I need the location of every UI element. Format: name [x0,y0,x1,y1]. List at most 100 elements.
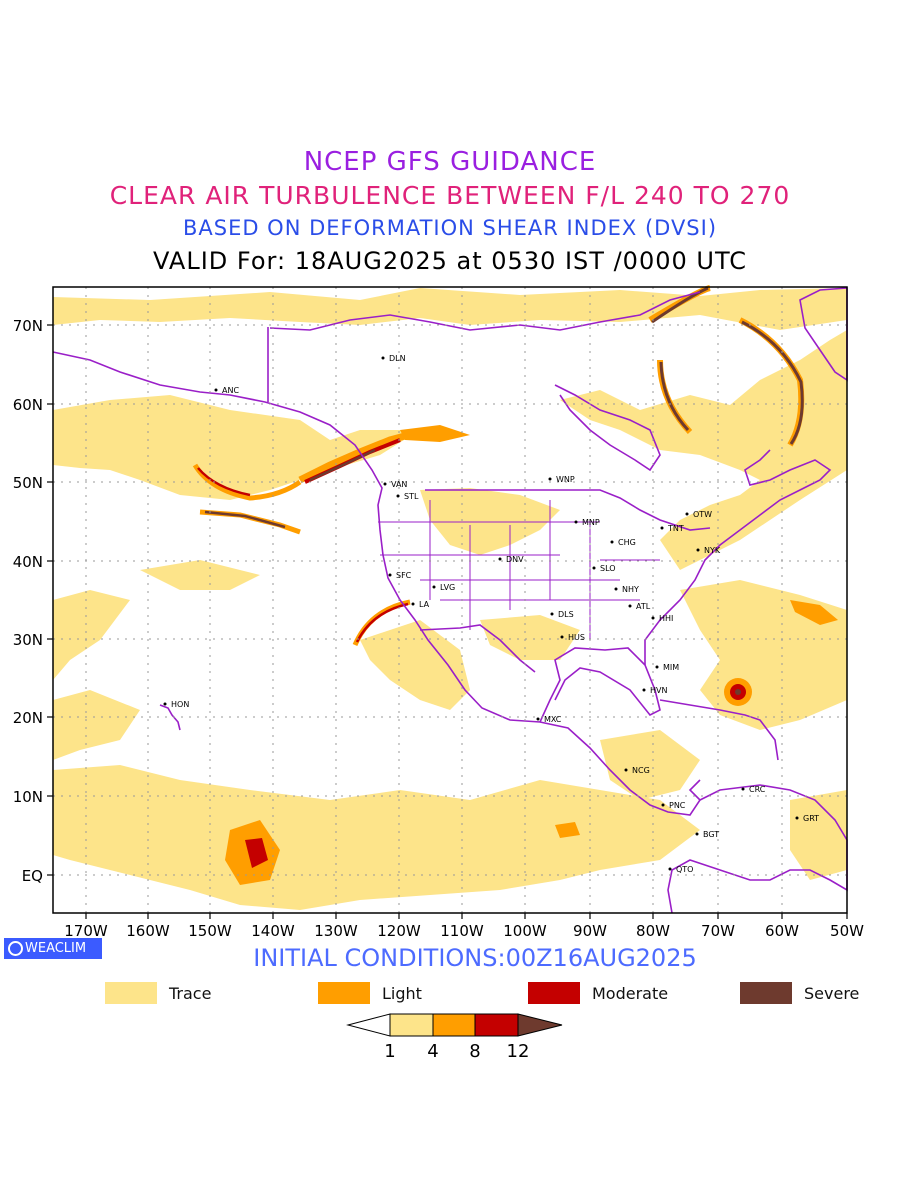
station-label: MIM [663,663,679,672]
station-marker [574,520,578,524]
station-marker [498,557,502,561]
station-marker [381,356,385,360]
station-marker [741,787,745,791]
severe-streak [741,320,804,445]
hurricane-core [735,689,741,695]
station-marker [660,526,664,530]
station-marker [411,602,415,606]
legend-swatch [740,982,792,1004]
valid-time: VALID For: 18AUG2025 at 0530 IST /0000 U… [153,247,747,275]
station-marker [655,665,659,669]
trace-area [53,395,420,500]
trace-area [140,560,260,590]
station-label: MNP [582,518,600,527]
coastline-greenland [799,287,848,382]
light-patch [790,600,838,625]
station-marker [214,388,218,392]
station-marker [624,768,628,772]
station-label: GRT [803,814,819,823]
severe-streak [659,361,690,432]
us-state-lines [378,500,660,640]
station-marker [685,512,689,516]
coastline-south-america [667,784,848,914]
station-label: HVN [650,686,667,695]
light-patch [400,425,470,442]
lon-label: 100W [503,922,547,940]
colorbar-segment [474,1013,519,1037]
lat-label: 50N [13,474,43,492]
coastline-north-america [52,351,702,816]
lon-label: 130W [314,922,358,940]
station-label: CHG [618,538,636,547]
legend-swatch [318,982,370,1004]
station-label: ATL [636,602,651,611]
station-marker [536,717,540,721]
colorbar-segment [389,1013,434,1037]
station-label: BGT [703,830,719,839]
map-subtitle-product: CLEAR AIR TURBULENCE BETWEEN F/L 240 TO … [109,181,791,210]
trace-area [680,580,847,730]
station-label: TNT [667,524,684,533]
legend-swatch [105,982,157,1004]
station-marker [695,832,699,836]
lon-label: 150W [188,922,232,940]
station-marker [696,548,700,552]
coastline-hudson [554,384,661,472]
lat-label: EQ [22,867,43,885]
station-label: HON [171,700,189,709]
station-marker [642,688,646,692]
weaclim-logo: WEACLIM [4,938,102,959]
station-label: DLS [558,610,574,619]
trace-area [53,690,140,760]
lon-label: 120W [377,922,421,940]
legend-label: Moderate [592,984,669,1003]
lon-label: 90W [573,922,607,940]
trace-area [560,330,847,570]
station-label: DLN [389,354,406,363]
coastline-caribbean [659,699,779,761]
station-label: QTO [676,865,693,874]
moderate-streak [197,467,251,497]
turbulence-layer [53,285,847,910]
station-label: NHY [622,585,639,594]
light-streak [192,463,302,501]
station-marker [661,803,665,807]
station-marker [560,635,564,639]
coastlines-and-borders [52,287,848,914]
station-marker [432,585,436,589]
lat-label: 40N [13,553,43,571]
lon-label: 50W [830,922,864,940]
lon-label: 110W [440,922,484,940]
map-title: NCEP GFS GUIDANCE [303,147,597,177]
station-label: ANC [222,386,239,395]
logo-circle-icon [8,941,23,956]
station-label: SFC [396,571,412,580]
coastline-gulf [539,647,661,723]
colorbar-tick-label: 4 [427,1041,438,1062]
station-marker [396,494,400,498]
trace-area [360,620,470,710]
station-marker [614,587,618,591]
severe-streak [204,510,286,529]
legend-label: Trace [169,984,212,1003]
lon-label: 170W [64,922,108,940]
lat-label: 30N [13,631,43,649]
station-marker [651,616,655,620]
station-label: SLO [600,564,616,573]
moderate-streak [355,602,409,643]
colorbar-tick-label: 12 [507,1041,530,1062]
station-label: CRC [749,785,766,794]
station-label: LA [419,600,430,609]
us-mexico-border [419,624,536,673]
coastline-arctic [269,291,701,331]
lon-label: 70W [701,922,735,940]
station-marker [668,867,672,871]
station-label: PNC [669,801,686,810]
station-label: STL [404,492,419,501]
station-marker [163,702,167,706]
trace-area [480,615,580,660]
colorbar-underflow [346,1013,391,1037]
lon-label: 160W [126,922,170,940]
station-label: LVG [440,583,455,592]
